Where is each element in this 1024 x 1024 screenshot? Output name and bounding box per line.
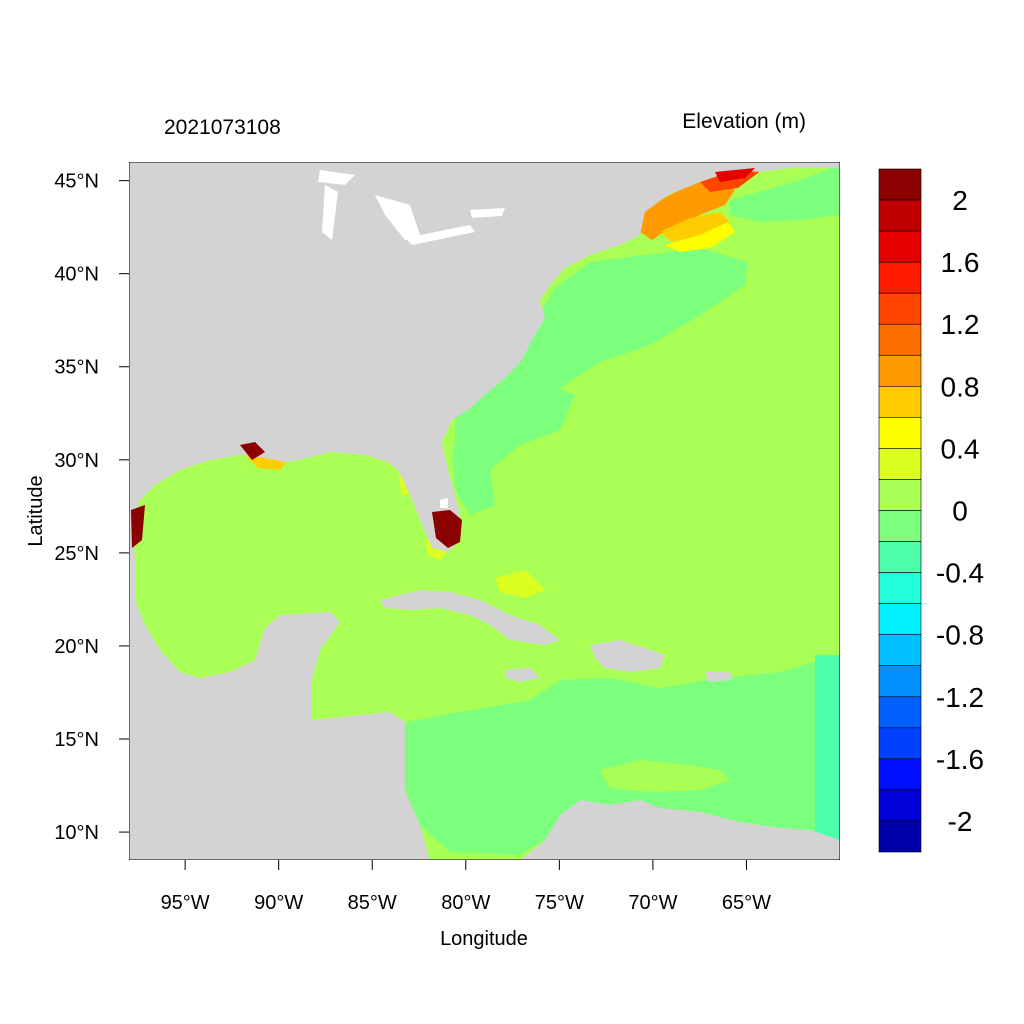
colorbar-bin: [878, 417, 922, 449]
lon-tick-label: 95°W: [161, 892, 210, 914]
maine-coast-inundation: [715, 168, 755, 182]
lat-tick-label: 30°N: [54, 450, 99, 472]
colorbar-tick-label: -0.8: [936, 620, 984, 651]
colorbar-tick-label: 0.8: [941, 371, 980, 402]
colorbar-bin: [878, 696, 922, 729]
caribbean-southeast-field: [815, 655, 840, 855]
colorbar-bin: [878, 727, 922, 760]
texas-inundation: [131, 505, 145, 548]
jamaica-land: [505, 668, 540, 682]
lake-okeechobee: [440, 498, 448, 508]
colorbar-bin: [878, 448, 922, 480]
colorbar-tick-label: 1.2: [941, 309, 980, 340]
colorbar-bin: [878, 292, 922, 325]
longitude-axis: 95°W 90°W 85°W 80°W 75°W 70°W 65°W: [161, 860, 771, 914]
colorbar-tick-label: -1.6: [936, 744, 984, 775]
lat-tick-label: 35°N: [54, 357, 99, 379]
variable-label: Elevation (m): [682, 110, 806, 133]
bahama-bank-field: [495, 570, 545, 598]
colorbar-tick-label: 1.6: [941, 247, 980, 278]
lat-tick-label: 25°N: [54, 543, 99, 565]
land-areas: [129, 162, 840, 860]
colorbar-bin: [878, 199, 922, 232]
map-panel: [129, 162, 840, 860]
hispaniola-land: [590, 640, 665, 672]
caribbean-sea-field: [405, 655, 840, 860]
puerto-rico-land: [705, 672, 732, 682]
lat-tick-label: 45°N: [54, 171, 99, 193]
south-america-land: [520, 800, 840, 860]
lat-tick-label: 10°N: [54, 822, 99, 844]
lat-tick-label: 15°N: [54, 729, 99, 751]
x-axis-label: Longitude: [440, 928, 528, 950]
lake-michigan: [322, 185, 338, 240]
colorbar-bin: [878, 354, 922, 387]
georges-bank-shelf-field: [665, 222, 735, 252]
lake-huron: [375, 195, 420, 240]
colorbar-bin: [878, 510, 922, 542]
louisiana-inundation: [240, 442, 265, 460]
colorbar-tick-label: 0: [952, 496, 968, 527]
lon-tick-label: 80°W: [441, 892, 490, 914]
colorbar-bin: [878, 230, 922, 263]
colorbar-tick-label: -2: [948, 806, 973, 837]
lat-tick-label: 40°N: [54, 264, 99, 286]
lake-superior: [318, 170, 355, 185]
colorbar: 2 1.6 1.2 0.8 0.4 0 -0.4 -0.8 -1.2 -1.6 -2: [878, 168, 984, 853]
colorbar-bin: [878, 479, 922, 511]
y-axis-label: Latitude: [25, 475, 47, 546]
colorbar-tick-label: 2: [952, 185, 968, 216]
lakes: [318, 170, 505, 508]
colorbar-bin: [878, 323, 922, 356]
colorbar-bin: [878, 634, 922, 667]
gulf-stream-band-field: [452, 388, 575, 515]
nova-scotia-shelf-field: [730, 165, 840, 222]
cuba-land: [380, 590, 560, 645]
lon-tick-label: 90°W: [254, 892, 303, 914]
lon-tick-label: 70°W: [628, 892, 677, 914]
colorbar-bin: [878, 665, 922, 698]
colorbar-bin: [878, 820, 922, 853]
lake-erie: [405, 225, 475, 245]
south-florida-inundation: [432, 510, 462, 548]
colorbar-bin: [878, 758, 922, 791]
colorbar-bin: [878, 541, 922, 573]
georges-bank-field: [660, 212, 730, 242]
colorbar-bin: [878, 789, 922, 822]
north-america-land: [129, 162, 840, 860]
venezuela-coast-field: [600, 760, 730, 792]
latitude-axis: 45°N 40°N 35°N 30°N 25°N 20°N 15°N 10°N: [54, 171, 129, 844]
lon-tick-label: 65°W: [722, 892, 771, 914]
colorbar-bin: [878, 603, 922, 635]
colorbar-bin: [878, 572, 922, 604]
colorbar-bin: [878, 386, 922, 418]
timestamp-label: 2021073108: [164, 116, 281, 139]
gulf-of-maine-field: [640, 178, 735, 240]
lon-tick-label: 85°W: [348, 892, 397, 914]
colorbar-bin: [878, 168, 922, 201]
lat-tick-label: 20°N: [54, 636, 99, 658]
lon-tick-label: 75°W: [535, 892, 584, 914]
colorbar-bin: [878, 261, 922, 294]
lake-ontario: [470, 208, 505, 218]
colorbar-tick-label: -0.4: [936, 558, 984, 589]
colorbar-tick-label: 0.4: [941, 433, 980, 464]
colorbar-tick-label: -1.2: [936, 682, 984, 713]
